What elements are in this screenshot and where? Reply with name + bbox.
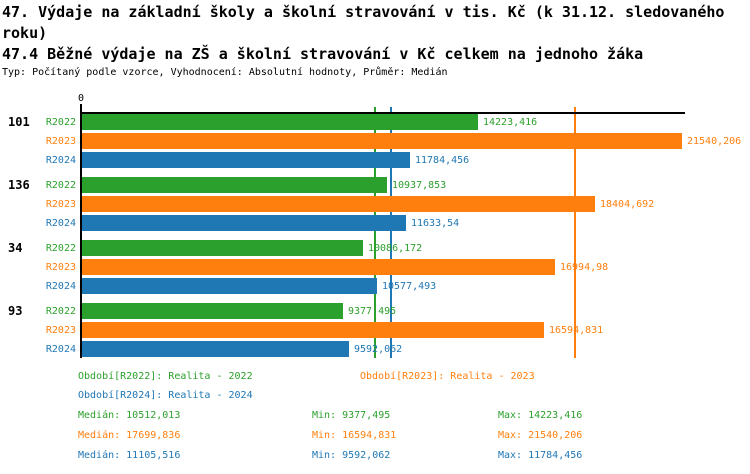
- value-label-r2024-136: 11633,54: [411, 218, 460, 229]
- bar-r2023-93[interactable]: [82, 322, 544, 338]
- bar-r2024-101[interactable]: [82, 152, 410, 168]
- stat-min-r2022: Min: 9377,495: [312, 410, 391, 421]
- series-label-r2023-101: R2023: [45, 136, 76, 147]
- value-label-r2022-93: 9377,495: [348, 306, 397, 317]
- value-label-r2023-136: 18404,692: [600, 199, 655, 210]
- axis-origin-label: 0: [77, 93, 85, 104]
- legend-item-r2023: Období[R2023]: Realita - 2023: [360, 371, 535, 382]
- bar-r2022-101[interactable]: [82, 114, 478, 130]
- bar-chart: 0 101 R2022 14223,416 R2023 21540,206 R2024 11…: [8, 93, 742, 358]
- value-label-r2024-101: 11784,456: [415, 155, 470, 166]
- series-label-r2024-34: R2024: [45, 281, 76, 292]
- stat-max-r2023: Max: 21540,206: [498, 430, 583, 441]
- value-label-r2023-34: 16994,98: [560, 262, 609, 273]
- series-label-r2022-136: R2022: [45, 180, 76, 191]
- series-label-r2022-34: R2022: [45, 243, 76, 254]
- legend-item-r2024: Období[R2024]: Realita - 2024: [78, 390, 253, 401]
- group-label-34: 34: [8, 241, 23, 255]
- stat-median-r2023: Medián: 17699,836: [78, 430, 181, 441]
- stat-max-r2024: Max: 11784,456: [498, 450, 583, 461]
- bar-r2023-101[interactable]: [82, 133, 682, 149]
- value-label-r2022-34: 10086,172: [368, 243, 423, 254]
- bar-r2023-34[interactable]: [82, 259, 555, 275]
- value-label-r2023-93: 16594,831: [549, 325, 604, 336]
- legend-item-r2022: Období[R2022]: Realita - 2022: [78, 371, 253, 382]
- bar-r2024-34[interactable]: [82, 278, 377, 294]
- series-label-r2024-93: R2024: [45, 344, 76, 355]
- stat-min-r2024: Min: 9592,062: [312, 450, 391, 461]
- series-label-r2023-93: R2023: [45, 325, 76, 336]
- bar-r2022-34[interactable]: [82, 240, 363, 256]
- bar-r2023-136[interactable]: [82, 196, 595, 212]
- value-label-r2024-34: 10577,493: [382, 281, 437, 292]
- value-label-r2024-93: 9592,062: [354, 344, 403, 355]
- group-label-136: 136: [8, 178, 30, 192]
- series-label-r2023-34: R2023: [45, 262, 76, 273]
- value-label-r2022-101: 14223,416: [483, 117, 538, 128]
- stat-median-r2022: Medián: 10512,013: [78, 410, 181, 421]
- stat-max-r2022: Max: 14223,416: [498, 410, 583, 421]
- series-label-r2024-101: R2024: [45, 155, 76, 166]
- series-label-r2022-93: R2022: [45, 306, 76, 317]
- chart-meta-info: Typ: Počítaný podle vzorce, Vyhodnocení:…: [2, 67, 448, 78]
- value-label-r2023-101: 21540,206: [687, 136, 742, 147]
- median-line-r2024: [390, 107, 392, 358]
- series-label-r2023-136: R2023: [45, 199, 76, 210]
- median-line-r2022: [374, 107, 376, 358]
- bar-r2022-93[interactable]: [82, 303, 343, 319]
- median-line-r2023: [574, 107, 576, 358]
- series-label-r2024-136: R2024: [45, 218, 76, 229]
- group-label-101: 101: [8, 115, 30, 129]
- group-label-93: 93: [8, 304, 23, 318]
- y-axis-line: [80, 104, 82, 358]
- chart-title: 47. Výdaje na základní školy a školní st…: [2, 3, 725, 42]
- value-label-r2022-136: 10937,853: [392, 180, 447, 191]
- stat-min-r2023: Min: 16594,831: [312, 430, 397, 441]
- stat-median-r2024: Medián: 11105,516: [78, 450, 181, 461]
- bar-r2024-136[interactable]: [82, 215, 406, 231]
- chart-subtitle: 47.4 Běžné výdaje na ZŠ a školní stravov…: [2, 45, 644, 63]
- series-label-r2022-101: R2022: [45, 117, 76, 128]
- bar-r2022-136[interactable]: [82, 177, 387, 193]
- bar-r2024-93[interactable]: [82, 341, 349, 357]
- x-axis-line: [80, 112, 685, 114]
